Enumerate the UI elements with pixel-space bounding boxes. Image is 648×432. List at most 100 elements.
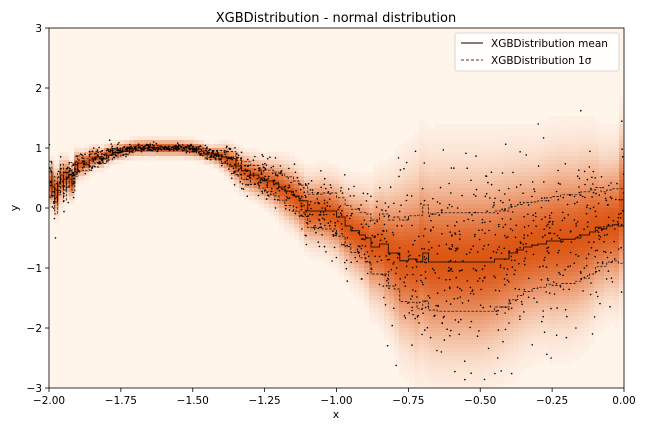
heatmap-cell (549, 232, 555, 237)
heatmap-cell (579, 248, 585, 253)
heatmap-cell (609, 124, 615, 129)
heatmap-cell (394, 156, 400, 161)
heatmap-cell (574, 288, 580, 293)
scatter-point (112, 153, 114, 155)
scatter-point (482, 306, 485, 309)
heatmap-cell (549, 300, 555, 305)
heatmap-cell (569, 316, 575, 321)
heatmap-cell (599, 300, 605, 305)
scatter-point (388, 258, 390, 261)
heatmap-cell (494, 180, 500, 185)
heatmap-cell (334, 256, 340, 261)
heatmap-cell (339, 264, 345, 269)
heatmap-cell (594, 216, 600, 221)
scatter-point (285, 207, 287, 210)
scatter-point (324, 207, 327, 209)
heatmap-cell (424, 240, 430, 245)
scatter-point (617, 222, 620, 225)
heatmap-cell (604, 252, 610, 257)
heatmap-cell (534, 156, 540, 161)
scatter-point (470, 248, 472, 251)
heatmap-cell (439, 248, 445, 253)
heatmap-cell (384, 184, 390, 189)
heatmap-cell (419, 308, 425, 313)
heatmap-cell (514, 328, 520, 333)
scatter-point (533, 188, 535, 190)
heatmap-cell (524, 292, 530, 297)
heatmap-cell (384, 180, 390, 185)
heatmap-cell (489, 264, 495, 269)
heatmap-cell (534, 160, 540, 165)
heatmap-cell (604, 176, 610, 181)
scatter-point (449, 287, 451, 290)
heatmap-cell (549, 176, 555, 181)
heatmap-cell (584, 288, 590, 293)
heatmap-cell (434, 264, 440, 269)
heatmap-cell (429, 300, 435, 305)
heatmap-cell (79, 160, 85, 165)
heatmap-cell (434, 244, 440, 249)
heatmap-cell (579, 216, 585, 221)
heatmap-cell (554, 204, 560, 209)
heatmap-cell (449, 284, 455, 289)
scatter-point (408, 312, 411, 314)
heatmap-cell (434, 136, 440, 141)
heatmap-cell (569, 148, 575, 153)
heatmap-cell (489, 144, 495, 149)
scatter-point (459, 238, 461, 240)
heatmap-cell (249, 164, 255, 169)
heatmap-cell (429, 156, 435, 161)
heatmap-cell (584, 260, 590, 265)
scatter-point (573, 202, 576, 205)
heatmap-cell (604, 296, 610, 301)
heatmap-cell (474, 212, 480, 217)
scatter-point (414, 317, 417, 320)
heatmap-cell (504, 172, 510, 177)
heatmap-cell (364, 192, 370, 197)
heatmap-cell (529, 232, 535, 237)
heatmap-cell (374, 204, 380, 209)
scatter-point (330, 186, 332, 189)
heatmap-cell (489, 348, 495, 353)
heatmap-cell (529, 304, 535, 309)
heatmap-cell (604, 220, 610, 225)
heatmap-cell (544, 284, 550, 289)
heatmap-cell (49, 156, 55, 161)
scatter-point (395, 267, 398, 269)
scatter-point (97, 166, 99, 168)
heatmap-cell (434, 304, 440, 309)
heatmap-cell (479, 180, 485, 185)
scatter-point (487, 244, 490, 246)
scatter-point (603, 240, 605, 243)
heatmap-cell (389, 244, 395, 249)
heatmap-cell (509, 316, 515, 321)
heatmap-cell (174, 140, 180, 145)
heatmap-cell (534, 184, 540, 189)
heatmap-cell (514, 316, 520, 321)
heatmap-cell (579, 184, 585, 189)
heatmap-cell (614, 148, 620, 153)
heatmap-cell (479, 196, 485, 201)
heatmap-cell (404, 220, 410, 225)
heatmap-cell (479, 384, 485, 388)
heatmap-cell (489, 352, 495, 357)
heatmap-cell (479, 224, 485, 229)
heatmap-cell (619, 172, 624, 177)
heatmap-cell (379, 160, 385, 165)
scatter-point (559, 273, 561, 276)
heatmap-cell (464, 124, 470, 129)
heatmap-cell (459, 136, 465, 141)
heatmap-cell (609, 204, 615, 209)
heatmap-cell (604, 260, 610, 265)
heatmap-cell (479, 192, 485, 197)
heatmap-cell (529, 184, 535, 189)
heatmap-cell (539, 184, 545, 189)
heatmap-cell (464, 200, 470, 205)
heatmap-cell (619, 120, 624, 125)
heatmap-cell (124, 140, 130, 145)
heatmap-cell (399, 364, 405, 369)
heatmap-cell (64, 164, 70, 169)
heatmap-cell (399, 236, 405, 241)
heatmap-cell (449, 300, 455, 305)
heatmap-cell (404, 348, 410, 353)
